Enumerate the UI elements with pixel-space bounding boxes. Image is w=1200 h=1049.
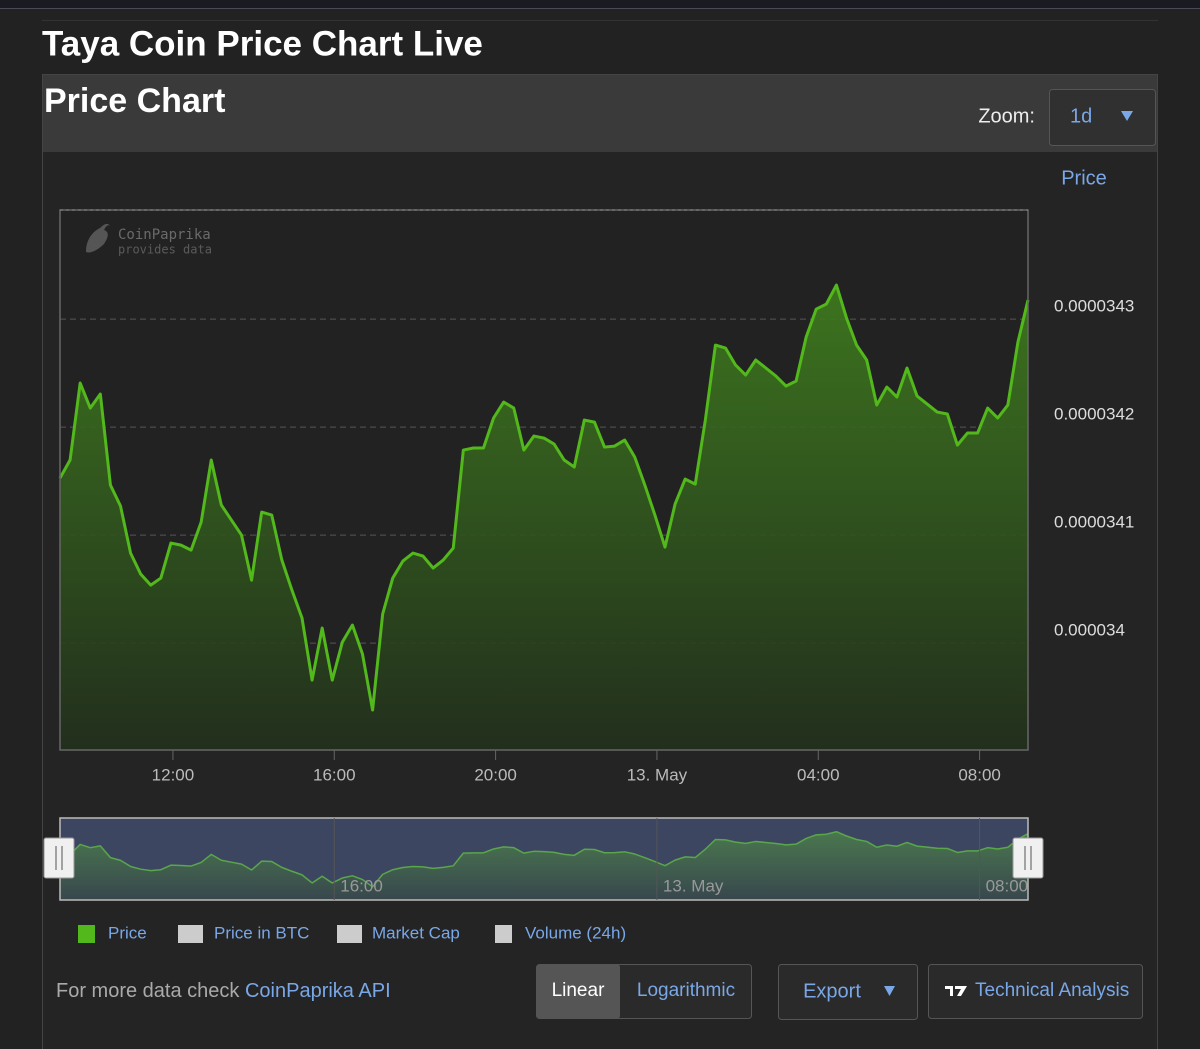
x-tick-label: 20:00 [474, 765, 517, 784]
navigator-area [60, 831, 1028, 900]
footer-note: For more data check CoinPaprika API [56, 980, 391, 1002]
y-tick-label: 0.0000343 [1054, 297, 1134, 316]
technical-label[interactable]: Technical Analysis [975, 980, 1129, 1001]
linear-button[interactable] [537, 965, 620, 1018]
top-bar [0, 0, 1200, 8]
x-tick-label: 13. May [627, 765, 688, 784]
technical-button[interactable] [928, 964, 1143, 1019]
legend-label[interactable]: Market Cap [372, 923, 460, 942]
zoom-label: Zoom: [978, 105, 1035, 127]
y-tick-label: 0.0000342 [1054, 405, 1134, 424]
navigator-line [59, 830, 1029, 888]
y-tick-label: 0.0000341 [1054, 513, 1134, 532]
legend-swatch [78, 925, 95, 943]
watermark-logo [86, 223, 110, 253]
dropdown-arrow [1121, 111, 1133, 121]
legend-swatch [337, 925, 362, 943]
price-area [60, 285, 1028, 750]
navigator-tick-label: 13. May [663, 876, 724, 895]
linear-label[interactable]: Linear [552, 980, 605, 1001]
x-tick-label: 12:00 [152, 765, 195, 784]
legend-label[interactable]: Price in BTC [214, 923, 309, 942]
legend-label[interactable]: Volume (24h) [525, 923, 626, 942]
x-tick-label: 16:00 [313, 765, 356, 784]
legend-label[interactable]: Price [108, 923, 147, 942]
export-button[interactable] [778, 964, 918, 1020]
watermark-sub: provides data [118, 243, 212, 257]
zoom-dropdown[interactable] [1049, 89, 1156, 146]
page-title: Taya Coin Price Chart Live [42, 24, 483, 63]
panel-header [43, 75, 1157, 152]
price-line [58, 283, 1030, 712]
navigator-window [59, 817, 1029, 901]
navigator-tick-label: 16:00 [340, 876, 383, 895]
navigator-handle-left[interactable] [43, 837, 75, 879]
logarithmic-button[interactable]: Logarithmic [637, 980, 735, 1001]
watermark-brand: CoinPaprika [118, 227, 211, 243]
footer-note-text: For more data check [56, 980, 240, 1002]
export-arrow [884, 986, 895, 996]
x-tick-label: 08:00 [958, 765, 1001, 784]
panel-title: Price Chart [44, 82, 225, 120]
legend-swatch [495, 925, 512, 943]
navigator-handle-right[interactable] [1012, 837, 1044, 879]
y-axis-title: Price [1061, 167, 1107, 189]
legend-swatch [178, 925, 203, 943]
navigator-tick-label: 08:00 [986, 876, 1029, 895]
tv-icon [945, 986, 967, 996]
footer-link[interactable]: CoinPaprika API [245, 980, 391, 1002]
y-tick-label: 0.000034 [1054, 621, 1125, 640]
x-tick-label: 04:00 [797, 765, 840, 784]
export-label[interactable]: Export [803, 980, 861, 1002]
plot-border [59, 209, 1029, 751]
zoom-value[interactable]: 1d [1070, 105, 1092, 127]
